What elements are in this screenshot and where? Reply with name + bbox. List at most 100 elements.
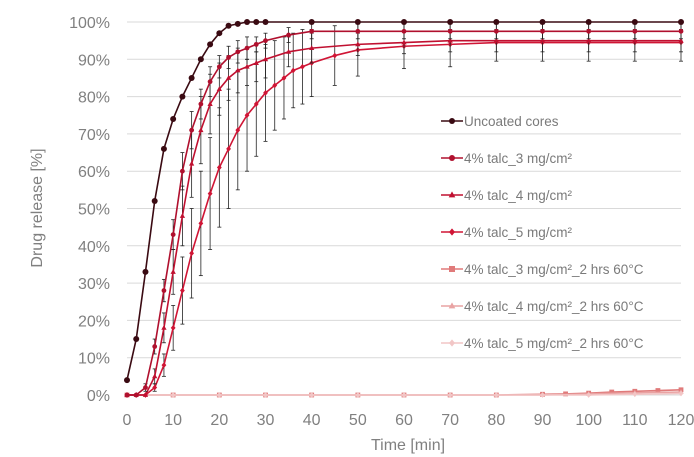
data-point [170,115,177,122]
data-point [189,127,195,133]
data-point [225,22,232,29]
data-point [678,390,684,397]
data-point [170,232,176,238]
legend-marker [449,228,455,236]
data-point [124,377,130,384]
x-tick-label: 30 [257,412,275,429]
data-point [152,373,158,379]
y-tick-label: 0% [87,388,110,405]
data-point [170,269,176,274]
series-line [127,30,681,396]
data-point [198,101,204,107]
data-point [188,160,195,166]
data-point [585,19,592,25]
legend-label: 4% talc_5 mg/cm² [464,225,573,240]
data-point [124,392,130,398]
series-layer [124,19,684,398]
data-point [355,28,361,34]
data-point [262,19,269,25]
data-point [170,324,176,331]
x-tick-label: 110 [622,412,648,429]
data-point [235,49,241,55]
data-point [493,37,499,43]
legend-label: 4% talc_3 mg/cm² [464,151,573,166]
y-axis-title: Drug release [%] [29,148,46,267]
data-point [133,392,139,398]
data-point [216,164,222,171]
data-point [493,19,500,25]
x-axis-ticks: 0 10 20 30 40 50 60 70 80 90 100 110 120 [123,412,694,429]
data-point [308,19,315,25]
data-point [678,19,684,25]
data-point [285,48,292,54]
data-point [152,384,158,391]
data-point [160,145,167,152]
data-point [244,19,251,25]
y-tick-label: 40% [78,239,110,256]
data-point [207,79,213,85]
data-point [290,67,296,74]
x-tick-label: 20 [210,412,228,429]
x-tick-label: 0 [123,412,132,429]
legend-label: 4% talc_5 mg/cm²_2 hrs 60°C [464,336,644,351]
data-point [355,41,361,47]
data-point [143,385,148,390]
data-point [281,75,287,81]
data-point [198,220,204,227]
data-point [540,392,545,398]
data-point [493,392,499,398]
data-point [631,19,638,25]
data-point [142,268,149,275]
series-line [127,39,681,396]
y-tick-label: 60% [78,164,110,181]
y-tick-label: 90% [78,52,110,69]
y-axis-ticks: 0% 10% 20% 30% 40% 50% 60% 70% 80% 90% 100% [69,15,110,405]
series-line [127,41,681,396]
data-point [539,37,546,43]
data-point [179,213,186,218]
legend-marker [448,302,456,309]
data-point [152,344,158,349]
data-point [207,101,213,106]
data-point [309,28,315,34]
data-point [216,64,222,70]
x-tick-label: 10 [164,412,182,429]
data-point [179,93,186,100]
y-tick-label: 50% [78,202,110,219]
data-point [216,30,223,37]
data-point [447,392,453,398]
data-point [263,38,268,44]
series-1 [124,19,684,384]
legend-marker [449,118,455,124]
y-tick-label: 100% [69,15,110,32]
y-tick-label: 20% [78,313,110,330]
data-point [235,127,241,134]
data-point [180,287,185,294]
data-point [244,45,250,51]
x-tick-label: 60 [395,412,413,429]
data-point [161,362,167,369]
data-point [253,101,259,107]
data-point [540,28,545,34]
data-point [133,336,140,343]
y-tick-label: 70% [78,127,110,144]
legend-marker [449,266,455,272]
x-tick-label: 90 [534,412,552,429]
y-tick-label: 30% [78,276,110,293]
data-point [180,168,185,174]
data-point [300,63,305,70]
data-point [262,56,269,62]
data-point [188,74,195,81]
data-point [632,391,638,398]
data-point [539,19,546,25]
data-point [226,55,231,60]
legend-label: 4% talc_4 mg/cm²_2 hrs 60°C [464,299,644,314]
data-point [586,392,592,398]
data-point [401,39,407,45]
data-point [161,324,167,330]
data-point [244,112,250,119]
data-point [286,32,291,38]
y-tick-label: 80% [78,90,110,107]
data-point [332,52,338,59]
